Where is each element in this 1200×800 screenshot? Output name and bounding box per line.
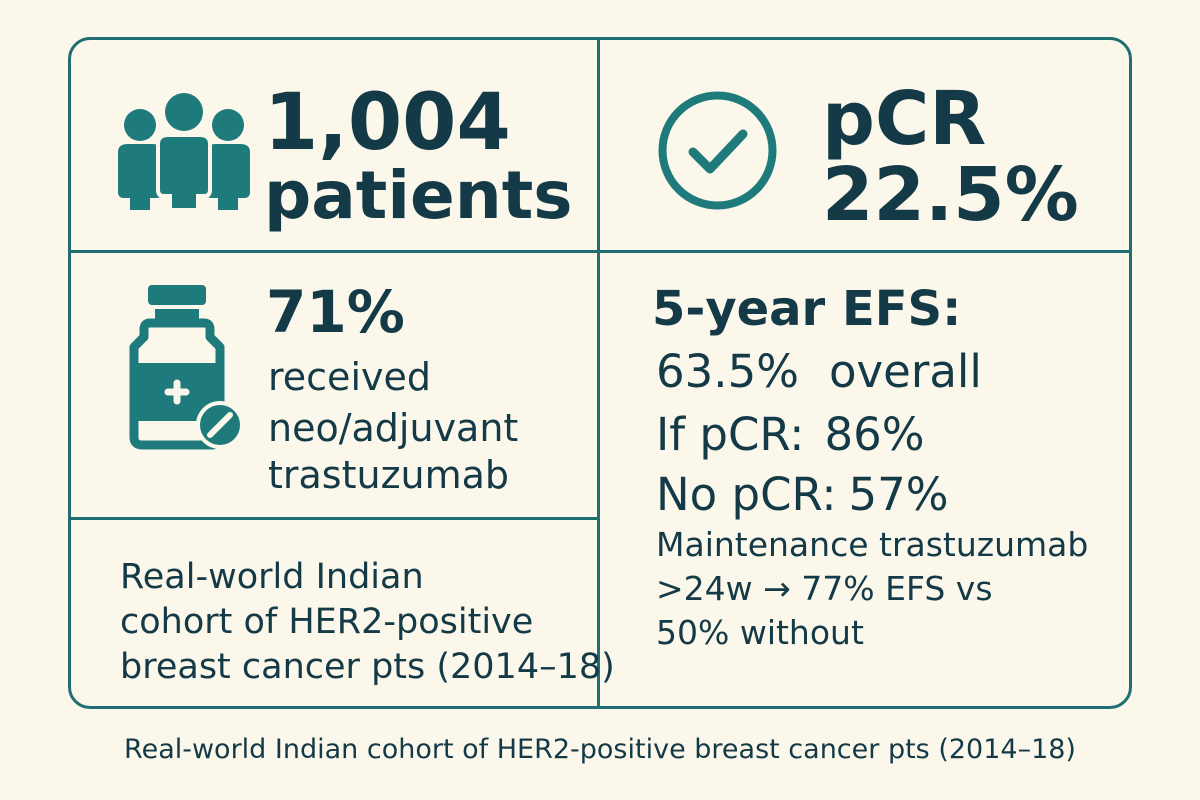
trastuzumab-line-1: received [268, 355, 431, 399]
cohort-line-3: breast cancer pts (2014–18) [120, 647, 615, 687]
check-circle-icon [658, 91, 777, 210]
horizontal-divider [68, 250, 1132, 253]
trastuzumab-line-3: trastuzumab [268, 453, 510, 497]
efs-row-label: No pCR: [656, 468, 837, 521]
efs-row-value: 86% [824, 408, 925, 461]
patients-count: 1,004 [264, 78, 511, 168]
people-icon [118, 93, 250, 210]
efs-row-no-pcr: No pCR: 57% [656, 472, 949, 517]
efs-row-value: overall [828, 345, 982, 398]
pcr-label: pCR [822, 76, 987, 162]
efs-title: 5-year EFS: [652, 281, 962, 337]
vial-icon [129, 285, 244, 450]
efs-row-overall: 63.5% overall [656, 349, 982, 394]
efs-row-value: 57% [848, 468, 949, 521]
efs-row-label: If pCR: [656, 408, 805, 461]
cohort-line-1: Real-world Indian [120, 557, 424, 597]
efs-row-pcr: If pCR: 86% [656, 412, 924, 457]
pcr-value: 22.5% [822, 152, 1079, 238]
left-column-divider [68, 517, 600, 520]
maintenance-line-3: 50% without [656, 613, 864, 652]
maintenance-line-2: >24w → 77% EFS vs [656, 569, 993, 608]
patients-label: patients [264, 157, 573, 234]
trastuzumab-line-2: neo/adjuvant [268, 406, 519, 450]
maintenance-line-1: Maintenance trastuzumab [656, 525, 1089, 564]
infographic-card [68, 37, 1132, 709]
caption: Real-world Indian cohort of HER2-positiv… [124, 734, 1076, 765]
vertical-divider [597, 37, 600, 709]
efs-row-label: 63.5% [656, 345, 799, 398]
trastuzumab-percent: 71% [266, 278, 405, 346]
cohort-line-2: cohort of HER2-positive [120, 602, 534, 642]
